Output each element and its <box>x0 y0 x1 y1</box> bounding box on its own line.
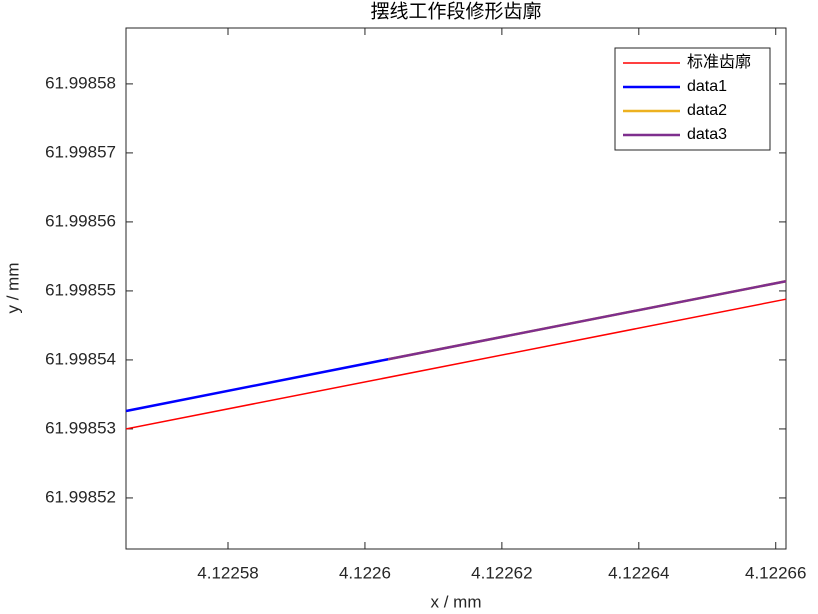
x-tick-label: 4.12266 <box>745 563 806 582</box>
y-axis-label: y / mm <box>3 263 22 314</box>
legend-label: data1 <box>687 78 727 95</box>
y-tick-label: 61.99856 <box>45 211 116 230</box>
chart-title: 摆线工作段修形齿廓 <box>370 0 541 22</box>
y-tick-label: 61.99852 <box>45 487 116 506</box>
y-tick-label: 61.99857 <box>45 142 116 161</box>
y-tick-label: 61.99854 <box>45 349 116 368</box>
series-line <box>125 358 389 413</box>
y-tick-label: 61.99858 <box>45 73 116 92</box>
x-tick-label: 4.12262 <box>471 563 532 582</box>
legend: 标准齿廓 data1 data2 data3 <box>614 47 771 151</box>
series-line <box>125 298 787 430</box>
x-axis-label: x / mm <box>431 592 482 611</box>
y-tick-label: 61.99853 <box>45 418 116 437</box>
x-tick-label: 4.12258 <box>197 563 258 582</box>
legend-box <box>614 47 771 151</box>
legend-label: data3 <box>687 126 727 143</box>
x-tick-label: 4.1226 <box>339 563 391 582</box>
x-tick-label: 4.12264 <box>608 563 669 582</box>
series-line <box>387 280 787 361</box>
legend-label: 标准齿廓 <box>687 53 751 71</box>
legend-label: data2 <box>687 102 727 119</box>
y-tick-label: 61.99855 <box>45 280 116 299</box>
